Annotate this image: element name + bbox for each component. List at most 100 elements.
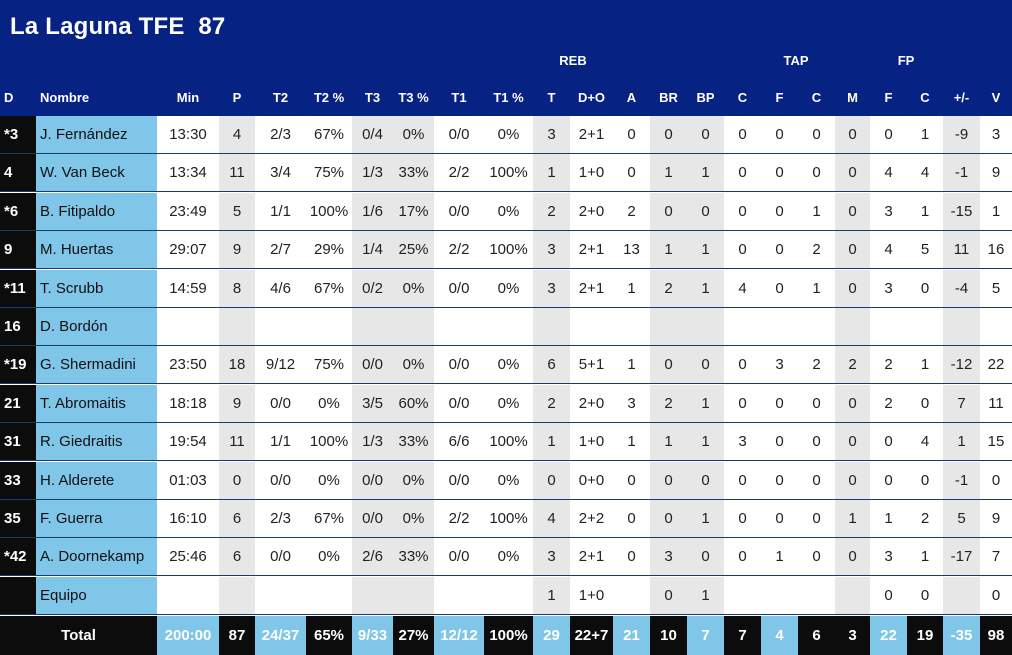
- cell-t2-pct: 100%: [309, 433, 349, 451]
- cell-t2-pct: 75%: [313, 164, 345, 182]
- cell-steals: 1: [650, 231, 687, 269]
- cell-dorsal: 9: [0, 231, 36, 269]
- cell-t3: 0/0: [352, 461, 393, 499]
- cell-dunks: 0: [835, 192, 870, 230]
- cell-dorsal: 33: [0, 461, 36, 499]
- cell-blocks-against: [761, 308, 798, 345]
- cell-valuation: 9: [991, 510, 1001, 527]
- cell-dorsal: *6: [0, 192, 36, 230]
- cell-min: 18:18: [169, 394, 207, 412]
- cell-min: 25:46: [169, 548, 207, 566]
- cell-reb-total: 3: [533, 116, 570, 153]
- cell-turnovers: 1: [687, 500, 724, 537]
- cell-min: 19:54: [169, 433, 207, 451]
- cell-fouls-committed: 4: [884, 164, 893, 182]
- cell-t3: 1/3: [352, 423, 393, 461]
- cell-fouls-committed: 1: [884, 510, 893, 527]
- cell-blocks-for: 0: [738, 510, 747, 527]
- cell-min: 23:49: [169, 202, 207, 220]
- cell-reb-total: 4: [533, 500, 570, 537]
- cell-fouls-committed: 3: [884, 548, 893, 566]
- cell-t1: [434, 577, 484, 614]
- cell-dorsal: *11: [0, 269, 36, 307]
- cell-plus-minus: 1: [943, 423, 980, 461]
- table-row: 4 W. Van Beck 13:34 11 3/4 75% 1/3 33% 2/2 100% 1 1…: [0, 154, 1012, 193]
- cell-t3: 0/0: [352, 500, 393, 537]
- cell-turnovers: 1: [687, 154, 724, 192]
- cell-reb-def-off: 2+1: [578, 241, 605, 259]
- cell-plus-minus: 7: [943, 384, 980, 422]
- cell-blocks-for: 0: [738, 164, 747, 182]
- cell-dorsal: *3: [0, 116, 36, 153]
- cell-t3: 1/3: [352, 154, 393, 192]
- cell-steals: 2: [650, 269, 687, 307]
- table-row: 33 H. Alderete 01:03 0 0/0 0% 0/0 0% 0/0 0% 0 0+0 0 0…: [0, 461, 1012, 500]
- cell-t1: 2/2: [448, 510, 470, 527]
- cell-t1: [434, 308, 484, 345]
- cell-rebounds-extra: 1: [812, 202, 821, 220]
- total-assists: 21: [613, 616, 650, 655]
- cell-reb-def-off: 1+0: [578, 586, 605, 604]
- cell-min: 13:34: [169, 164, 207, 182]
- cell-dunks: 0: [835, 384, 870, 422]
- total-blocks-for: 7: [738, 627, 747, 644]
- cell-t1-pct: 0%: [497, 548, 520, 566]
- cell-name: W. Van Beck: [36, 154, 157, 192]
- cell-plus-minus: -9: [943, 116, 980, 153]
- cell-dunks: 0: [835, 538, 870, 576]
- cell-reb-def-off: 2+1: [578, 126, 605, 143]
- cell-reb-def-off: 2+1: [578, 279, 605, 297]
- cell-blocks-against: 0: [775, 202, 784, 220]
- cell-t2-pct: 0%: [318, 548, 340, 566]
- cell-dunks: 0: [835, 154, 870, 192]
- cell-t1-pct: 0%: [497, 356, 520, 374]
- cell-t1: 2/2: [448, 241, 470, 259]
- cell-blocks-against: 0: [775, 126, 784, 143]
- cell-steals: 0: [650, 192, 687, 230]
- cell-fouls-received: 0: [920, 394, 930, 412]
- cell-reb-def-off: [570, 308, 613, 345]
- cell-blocks-against: [761, 577, 798, 614]
- group-reb: REB: [559, 53, 587, 68]
- group-tap: TAP: [783, 53, 809, 68]
- cell-dorsal: 35: [0, 500, 36, 537]
- cell-reb-def-off: 2+1: [578, 548, 605, 566]
- cell-dorsal: *42: [0, 538, 36, 576]
- cell-t2: [255, 308, 306, 345]
- column-header-blocks-against: F: [775, 90, 784, 105]
- cell-fouls-committed: 0: [884, 471, 893, 489]
- total-fouls-committed: 22: [870, 616, 907, 655]
- cell-points: 6: [219, 538, 255, 576]
- cell-fouls-committed: 0: [884, 586, 893, 604]
- cell-dunks: [835, 576, 870, 614]
- cell-t3: [352, 576, 393, 614]
- cell-min: 01:03: [169, 471, 207, 489]
- cell-blocks-against: 0: [775, 394, 784, 412]
- cell-min: 16:10: [169, 510, 207, 527]
- cell-t1: 0/0: [448, 356, 470, 374]
- cell-t2: 1/1: [270, 202, 291, 220]
- cell-steals: 0: [650, 346, 687, 384]
- cell-assists: 13: [623, 241, 640, 259]
- column-header-t2-pct: T2 %: [313, 90, 345, 105]
- cell-t1: 0/0: [448, 548, 470, 566]
- cell-valuation: 3: [991, 126, 1001, 143]
- column-header-rebounds-extra: C: [811, 90, 822, 105]
- cell-fouls-received: 5: [920, 241, 930, 259]
- cell-points: 9: [219, 231, 255, 269]
- cell-turnovers: 1: [687, 576, 724, 614]
- total-valuation: 98: [987, 627, 1005, 644]
- total-reb-total: 29: [533, 616, 570, 655]
- cell-blocks-against: 1: [775, 548, 784, 566]
- cell-t1-pct: 100%: [489, 241, 528, 259]
- column-header-points: P: [232, 90, 242, 105]
- cell-t1: 0/0: [448, 279, 470, 297]
- cell-rebounds-extra: [798, 577, 835, 614]
- cell-reb-def-off: 2+2: [578, 510, 605, 527]
- table-row: 35 F. Guerra 16:10 6 2/3 67% 0/0 0% 2/2 100% 4 2+2 0…: [0, 500, 1012, 538]
- cell-min: 14:59: [169, 279, 207, 297]
- cell-turnovers: 0: [687, 192, 724, 230]
- cell-valuation: 7: [991, 548, 1001, 566]
- cell-name: J. Fernández: [36, 116, 157, 153]
- cell-plus-minus: 5: [943, 500, 980, 537]
